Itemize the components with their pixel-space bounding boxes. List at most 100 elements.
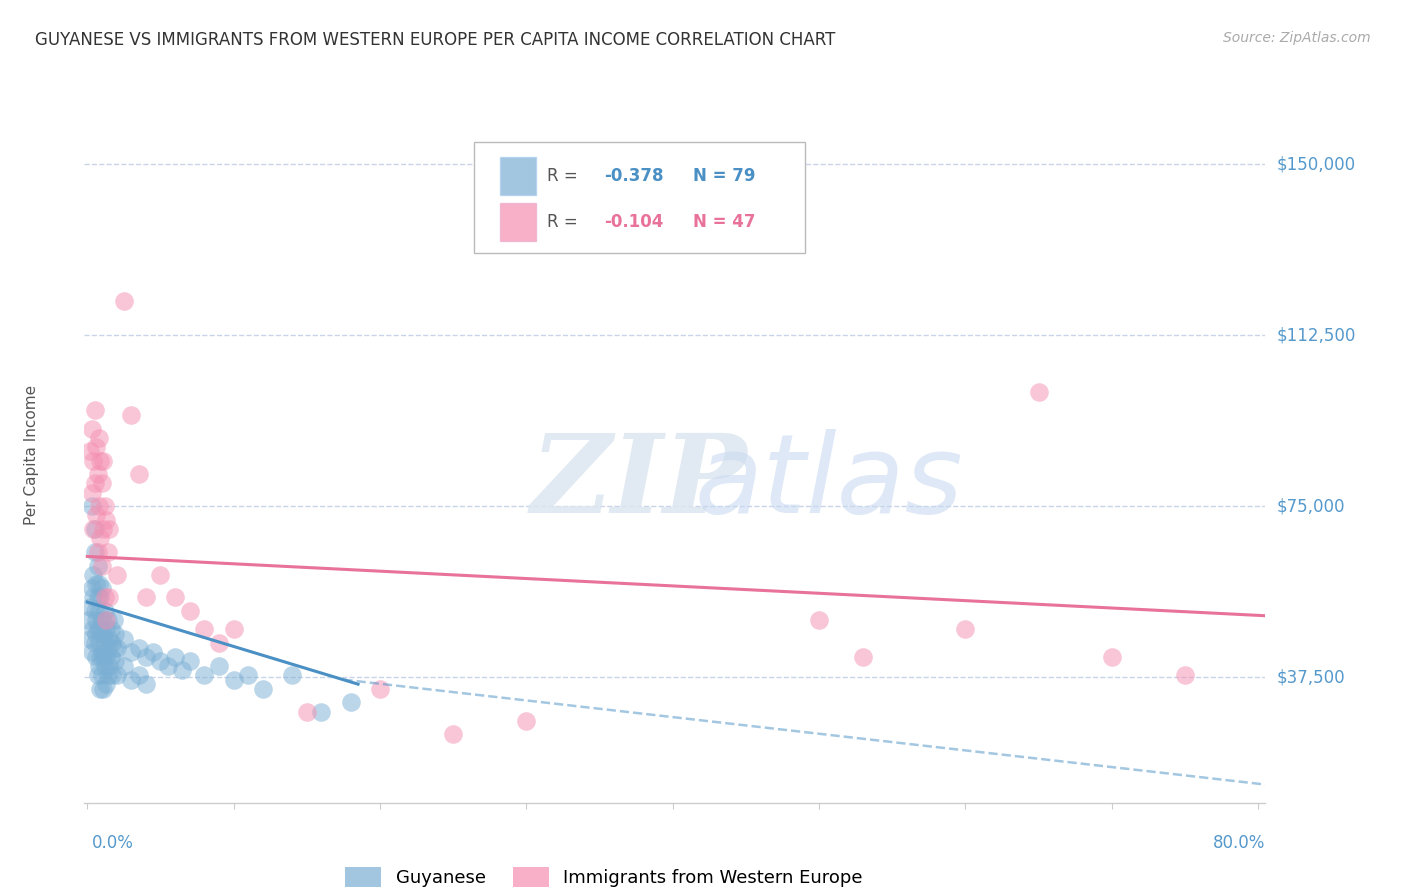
Point [112,659,135,673]
Point [89,591,111,605]
Point [97,668,120,682]
Point [82,623,104,637]
Point [84,508,107,523]
Text: -0.104: -0.104 [605,213,664,231]
Point [77,613,100,627]
Point [87,431,110,445]
Text: ZIP: ZIP [531,429,748,536]
Text: N = 47: N = 47 [693,213,755,231]
Point [128,668,150,682]
Point [80,582,103,596]
Point [97,545,120,559]
Text: $112,500: $112,500 [1277,326,1355,344]
Point [93,453,115,467]
Point [83,522,105,536]
Point [98,659,121,673]
Point [84,440,107,454]
Point [135,591,157,605]
Text: 80.0%: 80.0% [1213,834,1265,852]
Point [89,649,111,664]
Point [94,659,117,673]
Text: $75,000: $75,000 [1277,497,1346,516]
Point [93,522,115,536]
Point [368,681,391,696]
Text: $150,000: $150,000 [1277,155,1355,173]
Point [80,500,103,514]
Point [82,453,104,467]
Point [955,623,977,637]
Point [96,513,118,527]
Text: atlas: atlas [695,429,963,536]
Point [1028,385,1050,400]
Point [80,485,103,500]
Point [128,467,150,482]
Point [82,522,104,536]
Point [120,645,142,659]
Point [852,649,875,664]
Point [86,558,108,573]
Point [1101,649,1123,664]
Point [97,640,120,655]
Point [98,632,121,646]
Point [83,545,105,559]
Point [94,604,117,618]
Point [80,422,103,436]
Point [281,668,304,682]
Point [83,403,105,417]
Point [84,649,107,664]
Point [112,293,135,308]
Point [87,576,110,591]
Text: R =: R = [547,213,583,231]
Point [103,613,125,627]
Point [295,705,318,719]
Point [179,604,201,618]
Point [82,567,104,582]
Point [93,649,115,664]
Point [86,545,108,559]
Point [98,522,121,536]
Text: Source: ZipAtlas.com: Source: ZipAtlas.com [1223,31,1371,45]
Point [179,654,201,668]
Point [156,659,179,673]
FancyBboxPatch shape [474,142,804,253]
Point [120,408,142,422]
Point [101,668,124,682]
Point [112,632,135,646]
Point [104,654,127,668]
Point [86,623,108,637]
Point [89,681,111,696]
Point [808,613,831,627]
Point [238,668,260,682]
Point [90,613,112,627]
Point [222,673,245,687]
Point [82,591,104,605]
Point [93,627,115,641]
Point [142,645,165,659]
Point [86,467,108,482]
Point [94,636,117,650]
Point [90,558,112,573]
Point [165,591,187,605]
Point [84,613,107,627]
Point [79,599,101,614]
Text: Per Capita Income: Per Capita Income [24,384,39,525]
Point [89,531,111,545]
Text: GUYANESE VS IMMIGRANTS FROM WESTERN EUROPE PER CAPITA INCOME CORRELATION CHART: GUYANESE VS IMMIGRANTS FROM WESTERN EURO… [35,31,835,49]
Point [94,500,117,514]
Point [105,668,128,682]
Point [87,659,110,673]
Point [104,627,127,641]
Point [172,664,194,678]
Point [105,567,128,582]
Point [94,591,117,605]
Text: $37,500: $37,500 [1277,668,1346,686]
Point [100,623,122,637]
Point [87,604,110,618]
Point [120,673,142,687]
Point [90,645,112,659]
Point [83,604,105,618]
Point [105,640,128,655]
Text: R =: R = [547,167,583,185]
Point [93,681,115,696]
Point [80,645,103,659]
